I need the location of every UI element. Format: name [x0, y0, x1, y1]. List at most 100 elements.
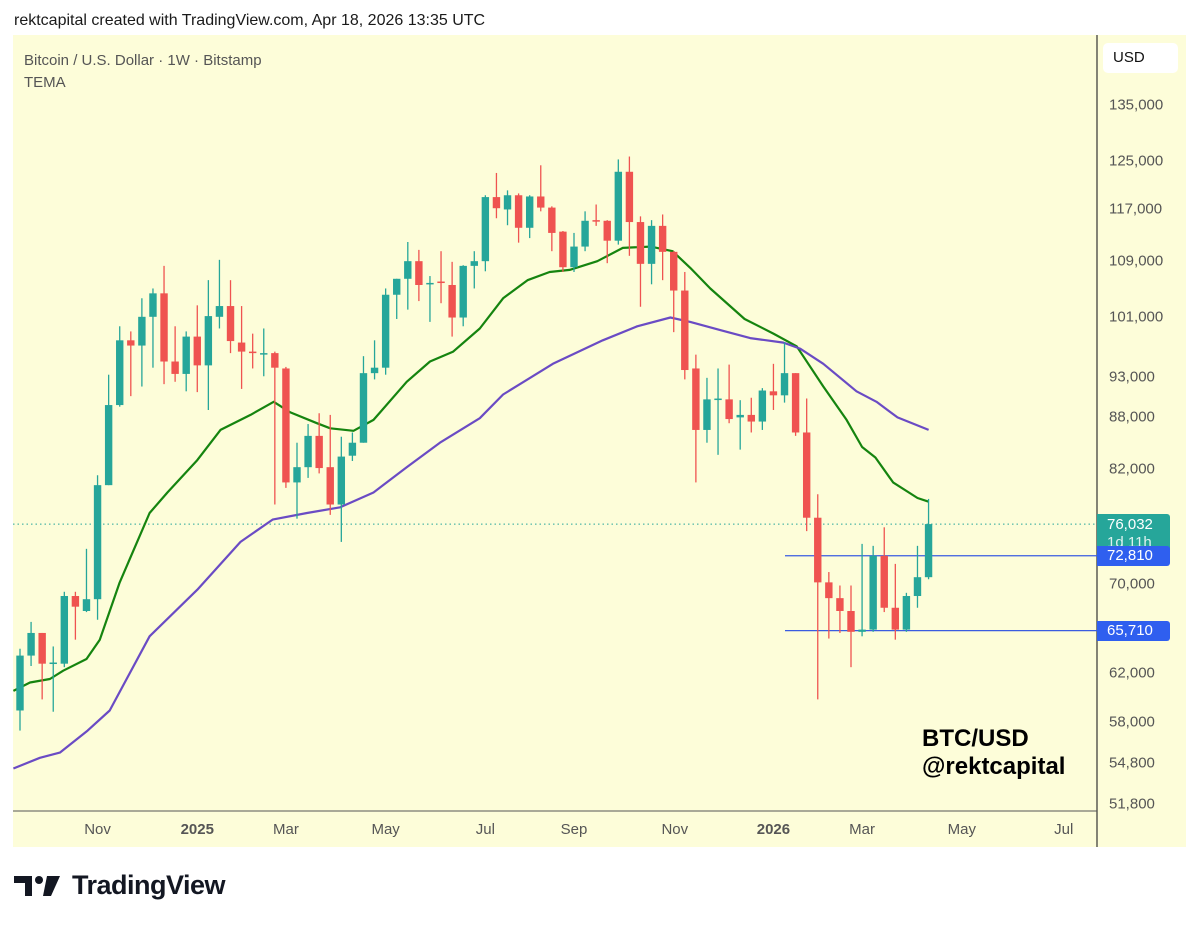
candle-up[interactable]	[647, 220, 656, 285]
symbol-title[interactable]: Bitcoin / U.S. Dollar · 1W · Bitstamp	[24, 52, 262, 69]
candle-up[interactable]	[924, 498, 933, 580]
currency-button[interactable]: USD	[1103, 43, 1178, 73]
candle-down[interactable]	[814, 494, 822, 700]
chart-legend: Bitcoin / U.S. Dollar · 1W · Bitstamp TE…	[24, 50, 262, 94]
candle-up[interactable]	[481, 195, 490, 272]
candle-down[interactable]	[559, 230, 567, 272]
candle-down[interactable]	[326, 414, 334, 515]
candle-down[interactable]	[802, 398, 811, 532]
candle-up[interactable]	[858, 543, 866, 637]
candle-up[interactable]	[104, 374, 113, 486]
candle-up[interactable]	[758, 388, 767, 430]
candle-down[interactable]	[769, 363, 778, 410]
candle-up[interactable]	[913, 545, 922, 608]
indicator-label[interactable]: TEMA	[24, 74, 66, 91]
candle-down[interactable]	[725, 364, 733, 424]
candle-up[interactable]	[304, 424, 312, 478]
candle-down[interactable]	[825, 572, 833, 639]
candle-up[interactable]	[204, 280, 213, 410]
tema-slow-line	[12, 316, 930, 770]
candle-down[interactable]	[71, 591, 80, 640]
candle-up[interactable]	[404, 241, 412, 310]
candle-down[interactable]	[592, 204, 600, 226]
candle-up[interactable]	[470, 251, 478, 289]
candle-up[interactable]	[348, 432, 357, 461]
candle-down[interactable]	[636, 216, 645, 307]
candle-down[interactable]	[658, 214, 667, 281]
candle-up[interactable]	[16, 648, 24, 731]
candle-up[interactable]	[381, 288, 390, 375]
candle-up[interactable]	[82, 548, 91, 613]
candle-down[interactable]	[160, 265, 168, 385]
candle-up[interactable]	[293, 442, 301, 519]
candle-body	[548, 207, 556, 233]
candle-up[interactable]	[736, 400, 744, 450]
candle-up[interactable]	[426, 276, 434, 322]
candle-up[interactable]	[93, 475, 102, 620]
candle-down[interactable]	[514, 193, 523, 243]
chart-area[interactable]	[13, 35, 1186, 847]
candle-body	[481, 197, 490, 262]
candle-up[interactable]	[370, 340, 379, 380]
tradingview-logo[interactable]: TradingView	[14, 870, 226, 901]
candle-up[interactable]	[60, 591, 69, 668]
candle-up[interactable]	[614, 159, 623, 245]
candle-down[interactable]	[747, 397, 755, 433]
candle-body	[215, 306, 224, 317]
candle-down[interactable]	[692, 354, 700, 483]
candle-body	[758, 390, 767, 422]
candle-up[interactable]	[459, 265, 467, 327]
candle-down[interactable]	[271, 351, 279, 505]
candle-down[interactable]	[548, 206, 556, 252]
candle-up[interactable]	[27, 621, 35, 667]
candle-up[interactable]	[359, 356, 368, 443]
candle-up[interactable]	[570, 232, 578, 272]
candle-down[interactable]	[603, 220, 611, 264]
candle-down[interactable]	[836, 585, 844, 633]
candle-down[interactable]	[681, 271, 689, 380]
candle-up[interactable]	[869, 545, 877, 632]
candle-down[interactable]	[670, 251, 678, 333]
candle-down[interactable]	[492, 172, 501, 219]
candle-up[interactable]	[780, 342, 789, 403]
candle-down[interactable]	[537, 165, 545, 212]
candle-up[interactable]	[337, 436, 346, 542]
candle-up[interactable]	[714, 368, 722, 455]
candle-body	[658, 225, 667, 252]
candle-down[interactable]	[127, 331, 135, 397]
candle-up[interactable]	[149, 288, 157, 368]
candle-down[interactable]	[38, 632, 46, 700]
candle-up[interactable]	[525, 195, 534, 239]
candle-up[interactable]	[902, 592, 911, 632]
candle-down[interactable]	[226, 280, 235, 354]
candle-up[interactable]	[703, 377, 711, 443]
candle-body	[847, 610, 855, 632]
candle-down[interactable]	[315, 413, 323, 474]
candle-up[interactable]	[138, 298, 146, 387]
candle-up[interactable]	[393, 278, 401, 319]
candle-up[interactable]	[182, 331, 190, 392]
candle-body	[60, 596, 69, 664]
candle-up[interactable]	[260, 328, 268, 377]
price-axis-label: 70,000	[1109, 575, 1155, 593]
candle-up[interactable]	[116, 326, 124, 407]
candle-body	[736, 414, 744, 418]
candle-up[interactable]	[49, 646, 57, 712]
candle-down[interactable]	[282, 366, 290, 488]
candle-up[interactable]	[215, 259, 224, 329]
candle-up[interactable]	[503, 190, 512, 226]
candle-down[interactable]	[448, 261, 456, 337]
candle-down[interactable]	[891, 563, 900, 640]
candle-down[interactable]	[791, 373, 800, 436]
candle-down[interactable]	[625, 156, 634, 256]
candle-down[interactable]	[415, 249, 423, 302]
candle-down[interactable]	[237, 306, 246, 389]
candle-down[interactable]	[248, 333, 257, 369]
candle-down[interactable]	[437, 251, 445, 304]
candle-down[interactable]	[193, 305, 201, 393]
candle-down[interactable]	[880, 527, 888, 613]
candle-up[interactable]	[581, 211, 589, 252]
candle-down[interactable]	[171, 326, 179, 382]
candle-down[interactable]	[847, 585, 855, 668]
